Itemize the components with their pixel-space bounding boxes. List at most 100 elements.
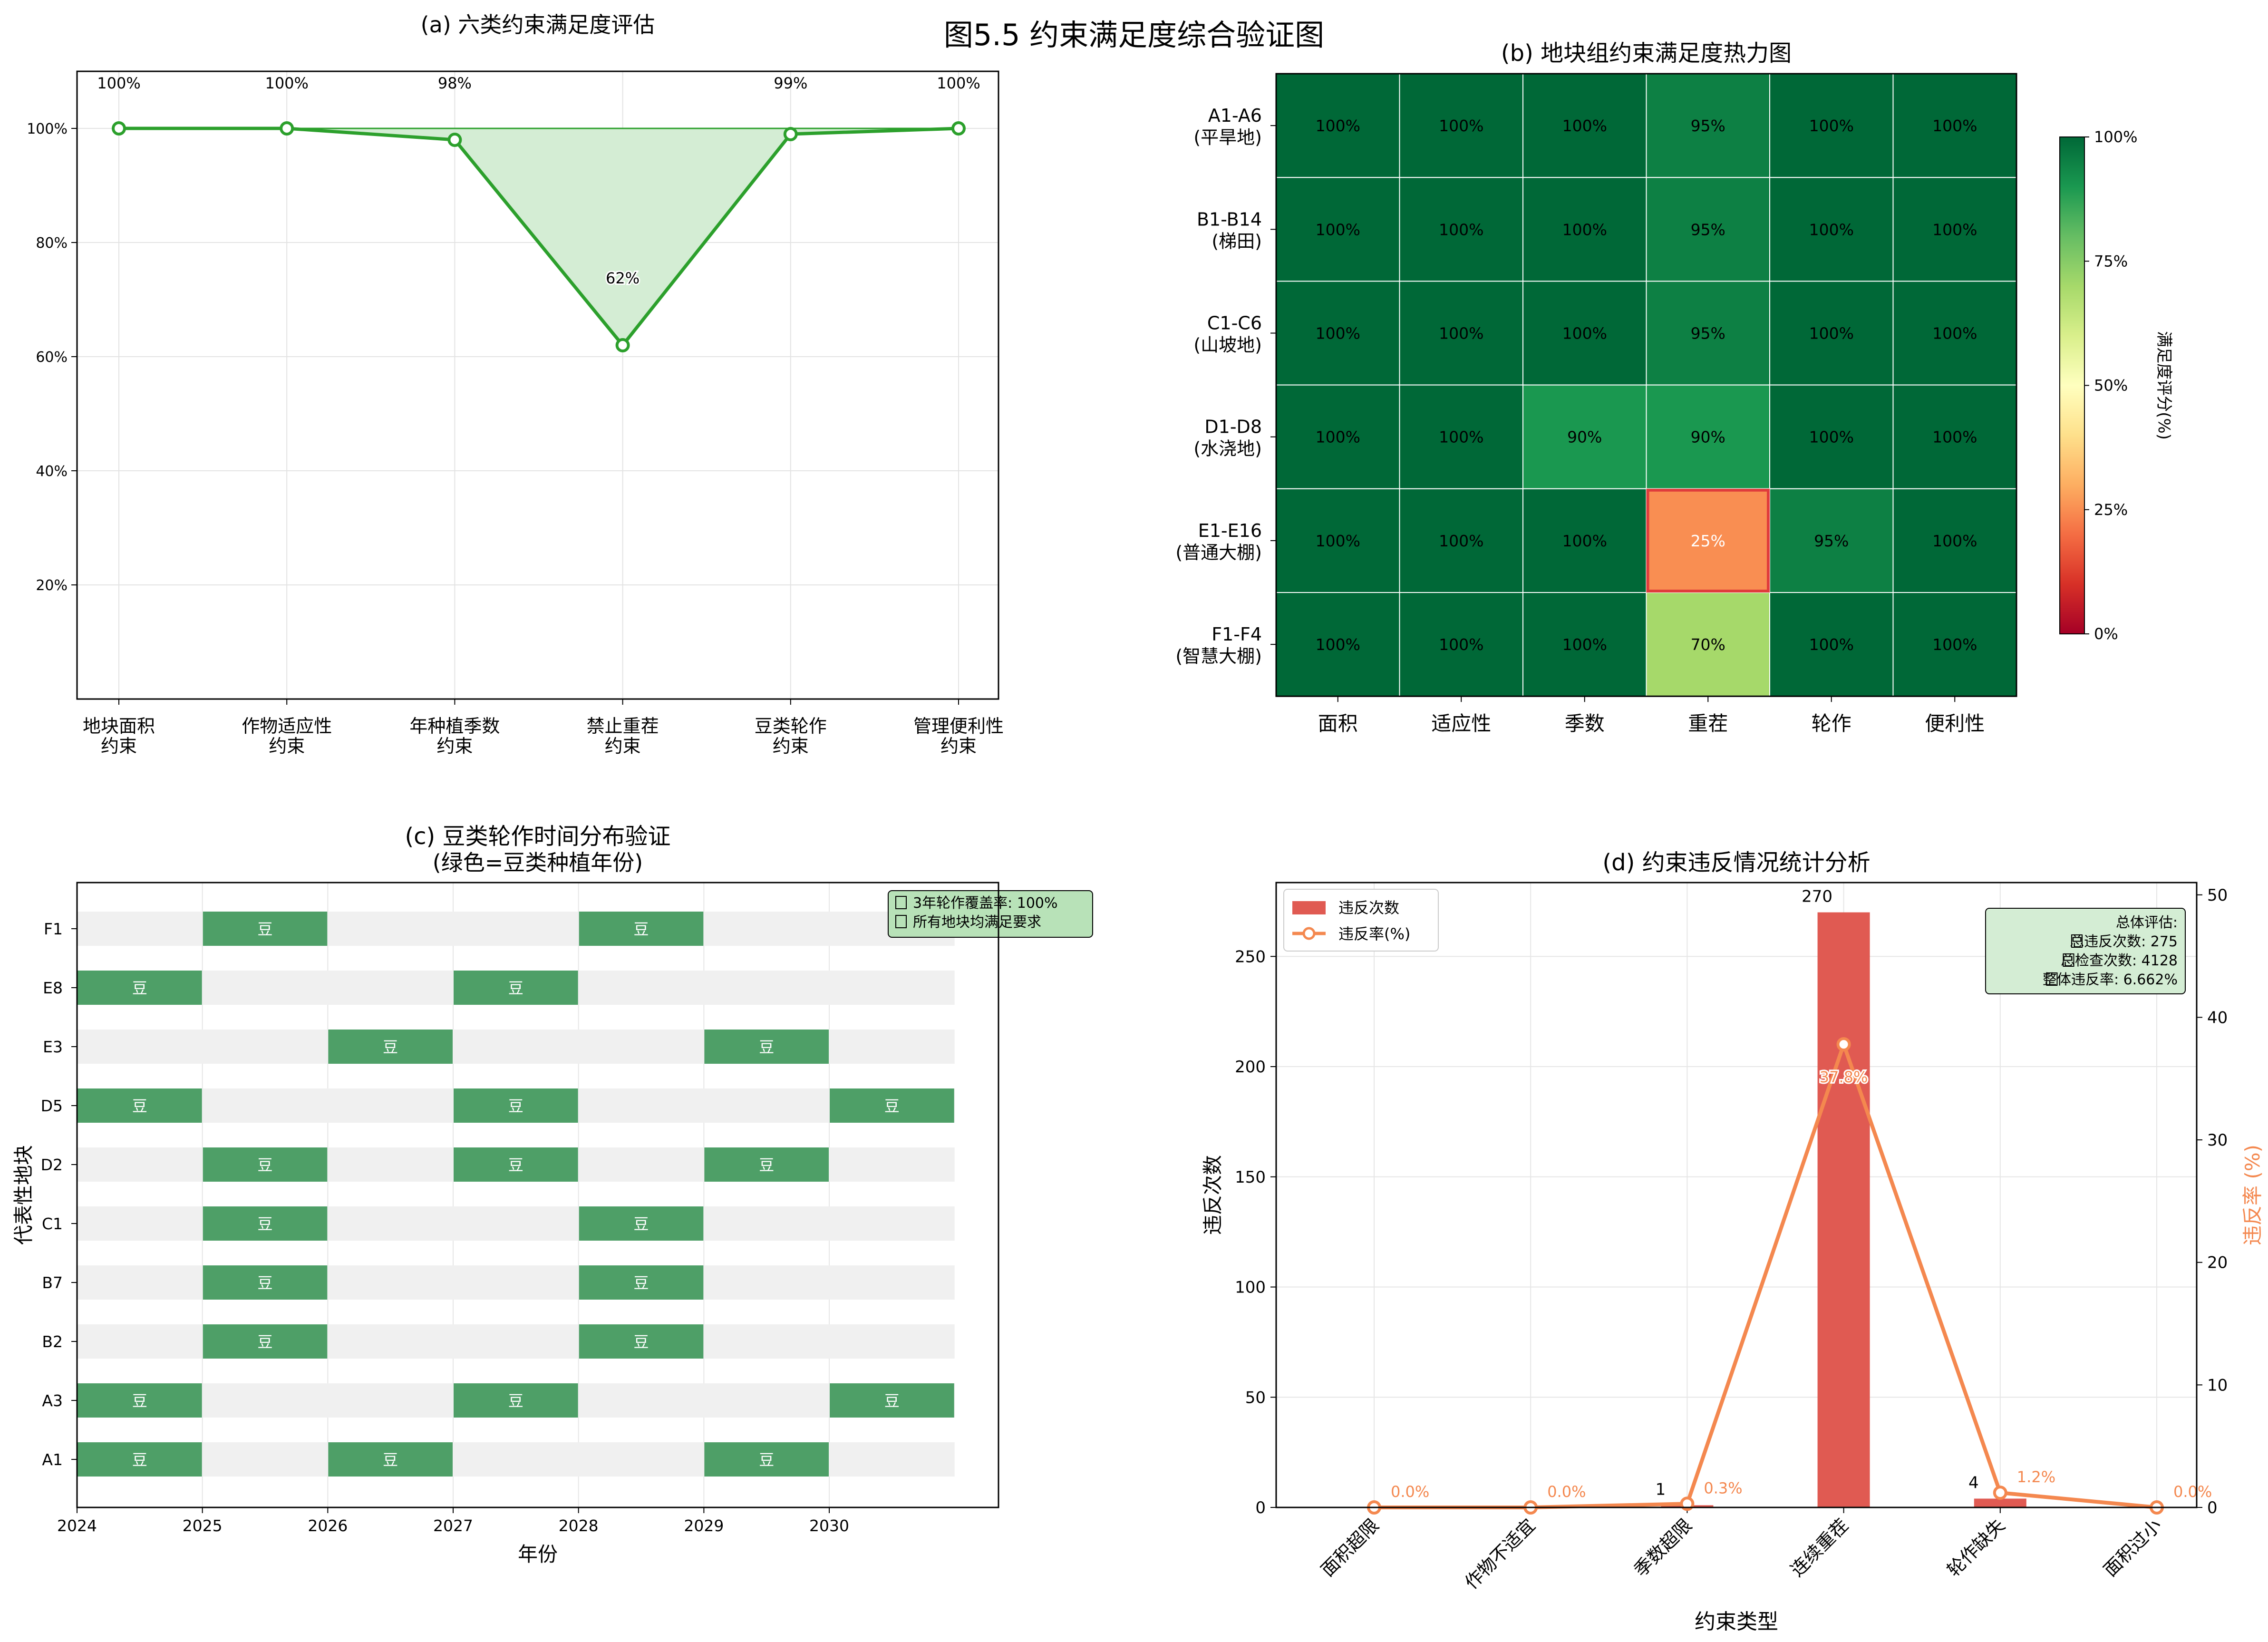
column-label: 轮作: [1812, 712, 1851, 735]
panel-b-heatmap: (b) 地块组约束满足度热力图 100% 100% 100% 95% 100% 100% 1…: [1175, 40, 2173, 735]
legume-bar-label: 豆: [132, 1097, 147, 1115]
x-tick-label: 年种植季数约束: [409, 716, 500, 757]
legume-bar-label: 豆: [258, 1333, 273, 1351]
column-label: 重茬: [1688, 712, 1728, 735]
heatmap-cell: [1646, 177, 1770, 282]
heatmap-cell: [1769, 592, 1894, 697]
y2-tick-label: 20: [2207, 1253, 2228, 1273]
y-tick-label: 250: [1235, 947, 1266, 966]
legume-year-bar: [704, 1147, 829, 1182]
legume-year-bar: [328, 1030, 453, 1064]
colorbar: [2059, 136, 2085, 634]
colorbar-tick-label: 0%: [2094, 625, 2118, 643]
cell-value-label: 25%: [1691, 532, 1725, 550]
legume-year-bar: [579, 1206, 704, 1241]
x-tick-label: 管理便利性约束: [913, 716, 1004, 757]
y-tick-label: C1: [42, 1214, 63, 1233]
rate-value-label: 37.8%: [1820, 1068, 1868, 1086]
y-tick-label: A1: [42, 1450, 63, 1469]
data-point: [112, 121, 126, 136]
cell-value-label: 95%: [1814, 532, 1849, 550]
cell-value-label: 90%: [1567, 428, 1602, 447]
legume-bar-label: 豆: [132, 1451, 147, 1469]
y-tick-label: 80%: [36, 235, 68, 252]
y-tick-label: 20%: [36, 577, 68, 594]
bar-value-label: 1: [1656, 1480, 1666, 1499]
heatmap-cell: [1522, 177, 1647, 282]
legume-year-bar: [579, 1265, 704, 1300]
cell-value-label: 100%: [1562, 532, 1607, 550]
cell-value-label: 100%: [1932, 428, 1977, 447]
rate-point: [1836, 1037, 1851, 1052]
cell-value-label: 100%: [1809, 220, 1854, 239]
summary-line: 整体违反率: 6.662%: [2043, 972, 2178, 988]
y2-tick-label: 50: [2207, 886, 2228, 905]
heatmap-cell: [1522, 592, 1647, 697]
row-label: C1-C6 (山坡地): [1193, 313, 1262, 356]
data-label: 100%: [265, 74, 308, 92]
legume-bar-label: 豆: [258, 1274, 273, 1292]
panel-c-subtitle: (绿色=豆类种植年份): [433, 850, 643, 875]
heatmap-cell: [1769, 281, 1894, 386]
y-tick-label: 100%: [27, 121, 68, 137]
x-tick-label: 季数超限: [1630, 1515, 1696, 1581]
x-tick-label: 2025: [183, 1516, 223, 1535]
legume-year-bar: [328, 1442, 453, 1477]
heatmap-cell: [1892, 73, 2017, 178]
legume-year-bar: [704, 1442, 829, 1477]
panel-d-frame: [1275, 882, 2198, 1508]
cell-value-label: 100%: [1932, 635, 1977, 654]
legume-year-bar: [203, 1147, 328, 1182]
x-tick-label: 作物适应性约束: [242, 716, 332, 757]
row-label: A1-A6 (平旱地): [1193, 105, 1262, 148]
legume-bar-label: 豆: [383, 1451, 398, 1469]
colorbar-tick-label: 50%: [2094, 377, 2128, 395]
data-point: [783, 127, 798, 141]
y-tick-label: F1: [44, 920, 63, 938]
legume-bar-label: 豆: [759, 1038, 774, 1056]
heatmap-cell: [1769, 488, 1894, 593]
x-tick-label: 2027: [433, 1516, 473, 1535]
row-label: F1-F4 (智慧大棚): [1175, 624, 1262, 667]
legume-year-bar: [78, 1383, 202, 1418]
legume-bar-label: 豆: [258, 920, 273, 938]
colorbar-label: 满足度评分(%): [2154, 331, 2173, 440]
rate-point: [1993, 1486, 2007, 1500]
column-label: 便利性: [1925, 712, 1985, 735]
legume-year-bar: [203, 1324, 328, 1359]
rate-value-label: 0.0%: [1391, 1483, 1429, 1501]
legume-year-bar: [454, 971, 578, 1005]
legend-bar-label: 违反次数: [1338, 899, 1399, 917]
y-tick-label: E8: [43, 979, 63, 997]
satisfaction-line: [119, 126, 959, 348]
colorbar-tick-label: 100%: [2094, 128, 2137, 146]
heatmap-cell: [1399, 592, 1523, 697]
heatmap-cell: [1276, 281, 1400, 386]
cell-value-label: 100%: [1439, 532, 1483, 550]
legume-year-bar: [579, 912, 704, 946]
rate-value-label: 0.3%: [1704, 1479, 1742, 1497]
panel-d-y2-axis-label: 违反率 (%): [2241, 1145, 2264, 1245]
x-tick-label: 2024: [57, 1516, 97, 1535]
heatmap-cell: [1769, 177, 1894, 282]
legume-bar-label: 豆: [508, 1097, 523, 1115]
data-label: 62%: [606, 269, 640, 287]
heatmap-cell: [1276, 384, 1400, 489]
shortfall-area: [119, 128, 959, 345]
panel-c-title: (c) 豆类轮作时间分布验证: [405, 823, 670, 850]
legume-year-bar: [830, 1088, 954, 1123]
cell-value-label: 100%: [1562, 324, 1607, 343]
x-tick-label: 面积过小: [2100, 1515, 2166, 1581]
bar-value-label: 270: [1802, 887, 1832, 906]
heatmap-cell: [1399, 384, 1523, 489]
cell-value-label: 95%: [1691, 220, 1725, 239]
panel-c-rotation-gantt: (c) 豆类轮作时间分布验证 (绿色=豆类种植年份) 代表性地块 年份 2024…: [12, 823, 1093, 1566]
y-tick-label: 40%: [36, 463, 68, 480]
legend-checkbox-icon: [895, 896, 907, 909]
panel-d-x-axis-label: 约束类型: [1695, 1610, 1778, 1634]
data-label: 98%: [438, 74, 472, 92]
heatmap-cell: [1522, 73, 1647, 178]
y-tick-label: A3: [42, 1391, 63, 1410]
